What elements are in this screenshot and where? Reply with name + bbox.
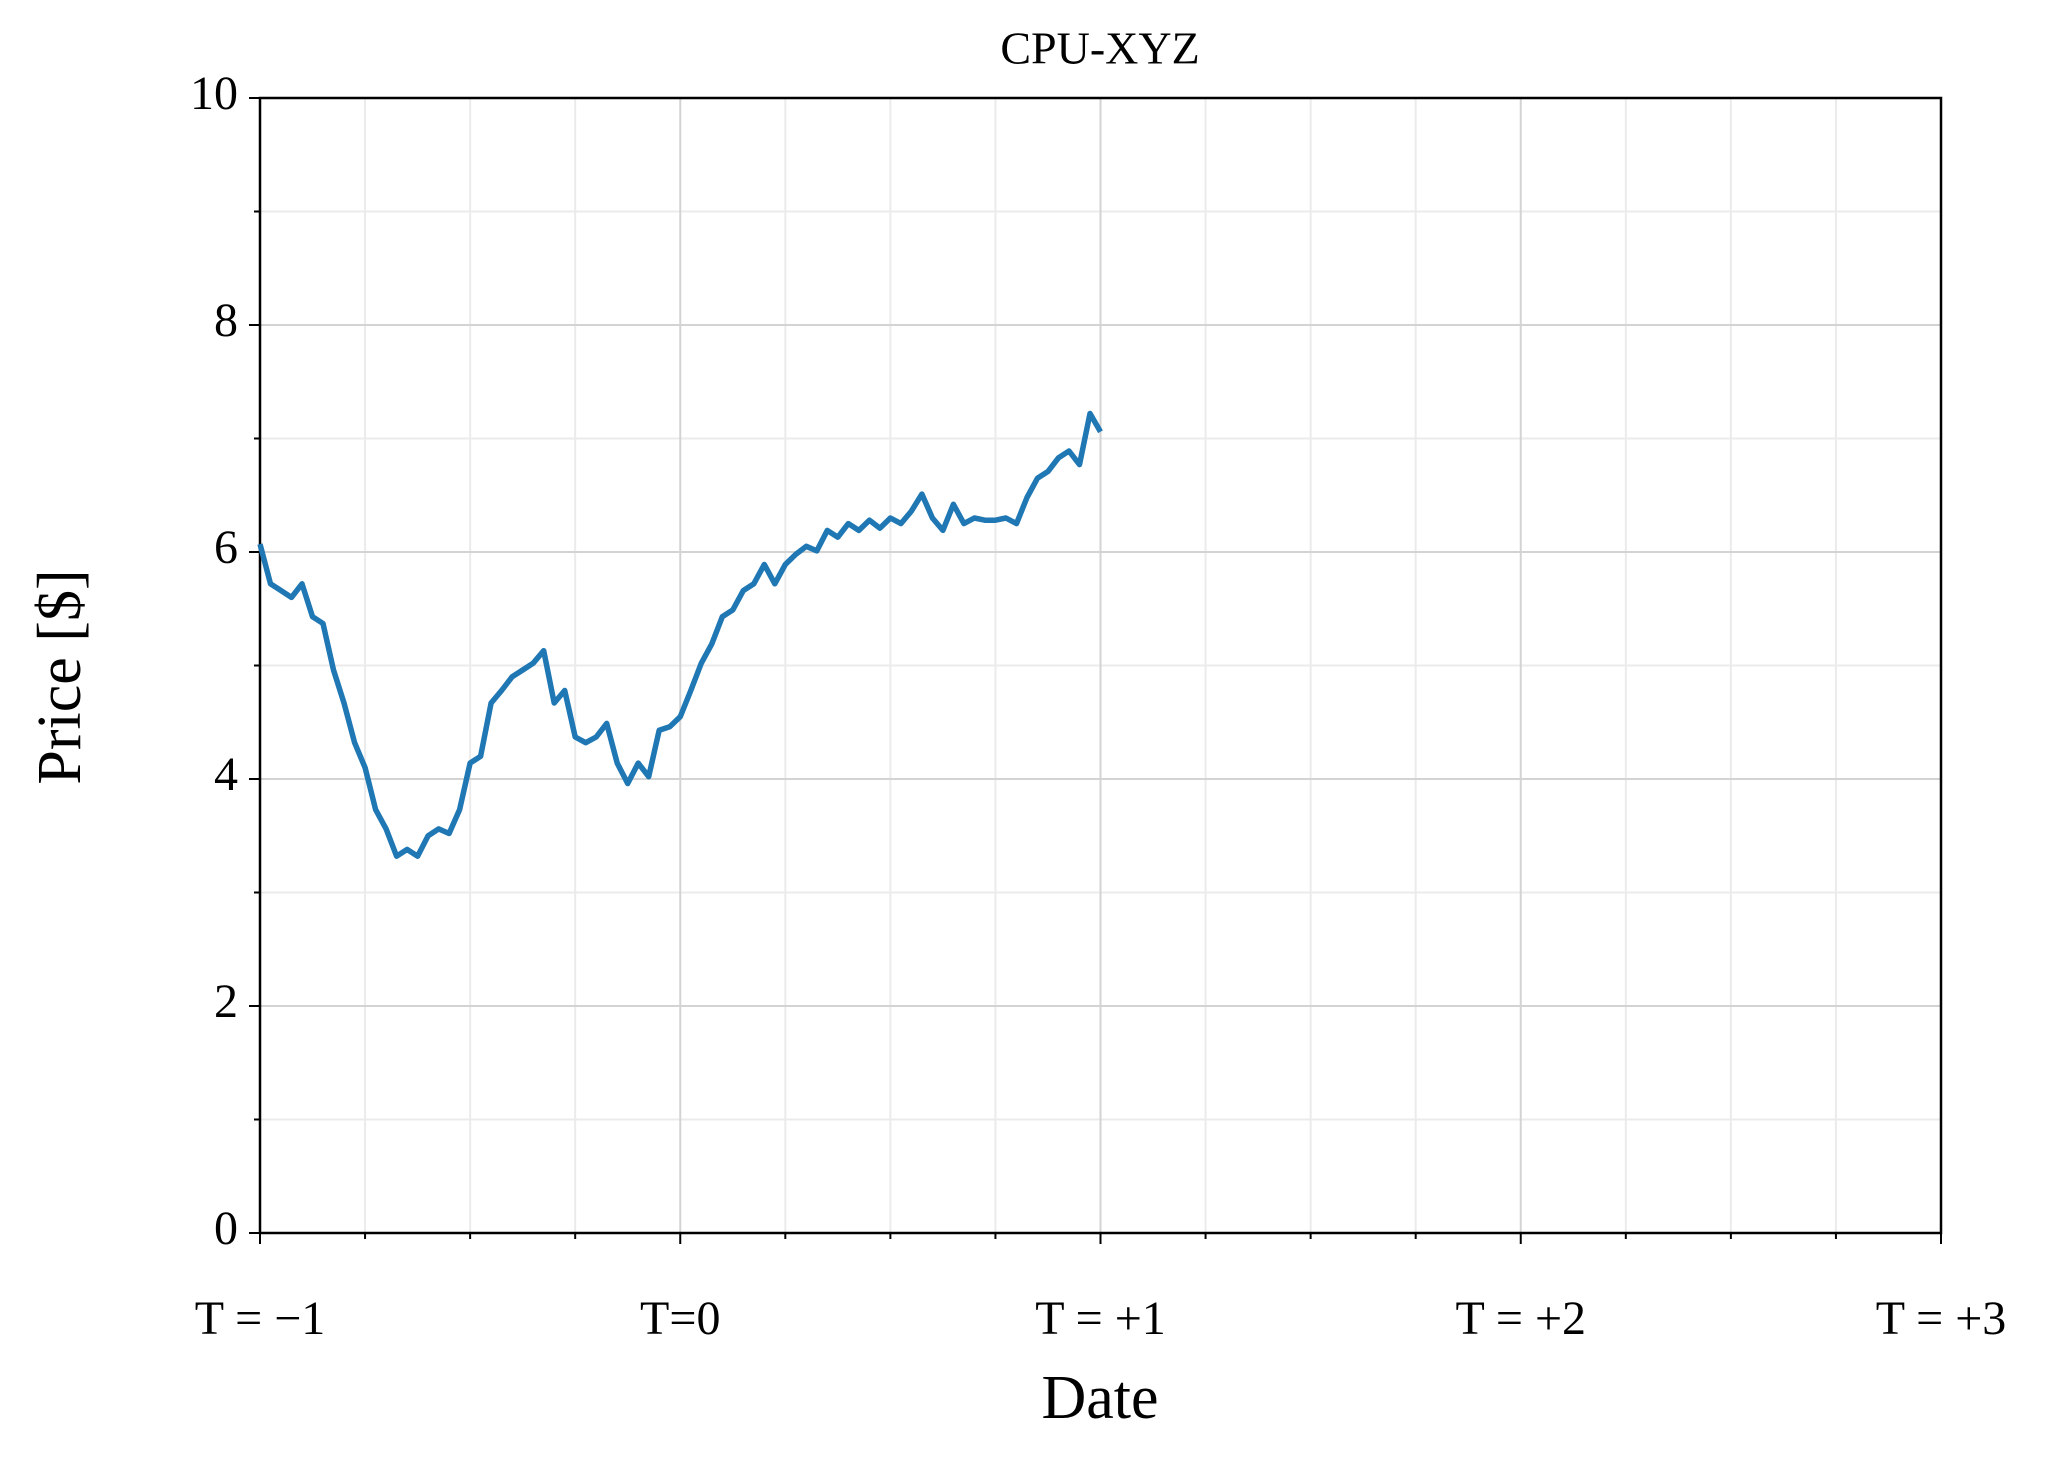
plot-frame (258, 96, 1943, 1235)
y-tick-label: 2 (214, 975, 238, 1028)
y-tick-label: 10 (190, 67, 238, 120)
y-tick-label: 0 (214, 1202, 238, 1255)
x-tick-label: T=0 (640, 1292, 720, 1345)
x-tick-label: T = +1 (1035, 1292, 1166, 1345)
chart-title: CPU-XYZ (1000, 23, 1199, 74)
y-axis-label: Price [$] (26, 569, 94, 784)
price-line (257, 410, 1103, 859)
y-tick-label: 6 (214, 521, 238, 574)
y-tick-label: 4 (214, 748, 238, 801)
x-tick-label: T = +3 (1876, 1292, 2007, 1345)
x-tick-label: T = −1 (195, 1292, 326, 1345)
x-tick-label: T = +2 (1455, 1292, 1586, 1345)
x-axis-label: Date (1041, 1364, 1158, 1432)
y-tick-label: 8 (214, 294, 238, 347)
